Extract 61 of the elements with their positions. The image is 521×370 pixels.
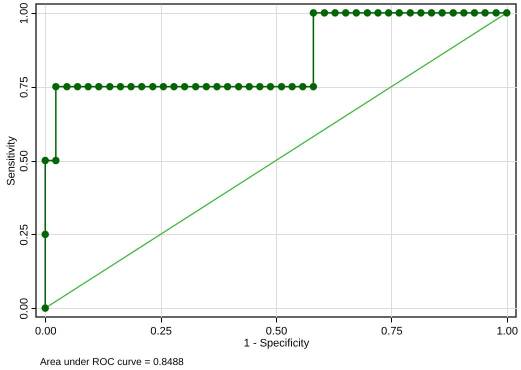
point xyxy=(160,82,168,90)
point xyxy=(52,82,60,90)
point xyxy=(63,82,71,90)
point xyxy=(42,230,49,238)
y-tick-label: 0.50 xyxy=(18,150,30,172)
point xyxy=(503,9,510,17)
point xyxy=(342,9,350,17)
point xyxy=(492,9,500,17)
point xyxy=(42,156,49,164)
y-tick-label: 0.75 xyxy=(18,76,30,98)
point xyxy=(84,82,92,90)
point xyxy=(234,82,242,90)
point xyxy=(192,82,200,90)
point xyxy=(470,9,478,17)
point xyxy=(138,82,146,90)
point xyxy=(374,9,382,17)
x-tick-label: 0.00 xyxy=(35,326,56,338)
y-tick-label: 0.00 xyxy=(18,298,30,320)
x-tick-label: 0.50 xyxy=(266,326,288,338)
point xyxy=(438,9,446,17)
point xyxy=(213,82,221,90)
point xyxy=(106,82,114,90)
point xyxy=(331,9,339,17)
point xyxy=(310,82,318,90)
y-tick-label: 0.25 xyxy=(18,224,30,246)
text: Area under ROC curve = 0.8488 xyxy=(40,357,184,368)
point xyxy=(224,82,232,90)
point xyxy=(450,9,457,17)
point xyxy=(52,156,60,164)
x-tick-label: 0.25 xyxy=(150,326,172,338)
point xyxy=(266,82,274,90)
x-tick-label: 1.00 xyxy=(496,326,518,338)
point xyxy=(460,9,468,17)
point xyxy=(364,9,372,17)
point xyxy=(42,304,49,312)
point xyxy=(310,9,318,17)
point xyxy=(288,82,296,90)
point xyxy=(170,82,178,90)
point xyxy=(406,9,414,17)
point xyxy=(149,82,156,90)
point xyxy=(352,9,360,17)
y-tick-label: 1.00 xyxy=(18,2,30,24)
point xyxy=(320,9,328,17)
point xyxy=(384,9,392,17)
x-tick-label: 0.75 xyxy=(381,326,403,338)
point xyxy=(127,82,135,90)
point xyxy=(116,82,124,90)
point xyxy=(481,9,489,17)
point xyxy=(74,82,82,90)
point xyxy=(278,82,286,90)
point xyxy=(256,82,264,90)
y-axis-title: Sensitivity xyxy=(6,136,18,186)
point xyxy=(246,82,253,90)
point xyxy=(180,82,188,90)
point xyxy=(202,82,210,90)
point xyxy=(428,9,436,17)
point xyxy=(417,9,425,17)
point xyxy=(299,82,306,90)
point xyxy=(396,9,403,17)
x-axis-title: 1 - Specificity xyxy=(244,338,310,350)
point xyxy=(95,82,102,90)
